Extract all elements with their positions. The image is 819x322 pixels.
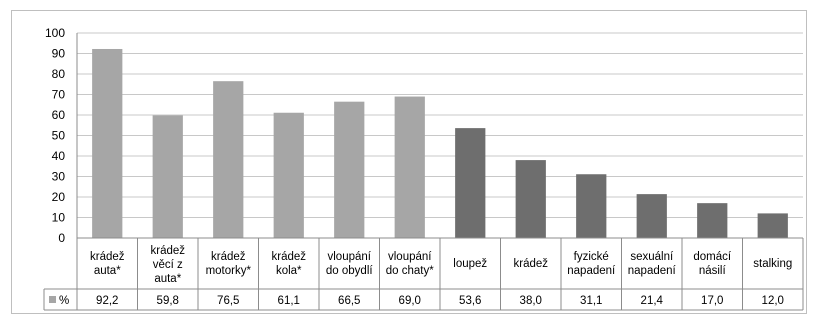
x-tick-label: vloupání (388, 251, 432, 263)
x-tick-label: domácí (693, 251, 732, 263)
bar (334, 101, 365, 238)
x-tick-label: krádež (271, 251, 306, 263)
y-tick-label: 100 (45, 26, 65, 40)
y-tick-label: 10 (52, 211, 66, 225)
y-tick-label: 20 (52, 190, 66, 204)
bar (394, 96, 425, 238)
data-label: 59,8 (157, 295, 179, 307)
x-tick-label: do chaty* (386, 265, 434, 277)
data-label: 66,5 (338, 295, 360, 307)
y-tick-label: 70 (52, 88, 66, 102)
data-label: 76,5 (217, 295, 239, 307)
data-label: 38,0 (520, 295, 542, 307)
y-tick-label: 80 (52, 67, 66, 81)
x-tick-label: motorky* (206, 265, 252, 277)
x-tick-label: napadení (567, 265, 616, 277)
y-tick-label: 30 (52, 170, 66, 184)
bar (213, 81, 244, 238)
x-tick-label: krádež (150, 245, 185, 257)
x-tick-label: vloupání (328, 251, 372, 263)
x-tick-label: krádež (513, 258, 548, 270)
x-tick-label: násilí (699, 265, 727, 277)
y-tick-label: 50 (52, 129, 66, 143)
y-tick-label: 90 (52, 47, 66, 61)
bar (455, 128, 486, 238)
x-tick-label: do obydlí (326, 265, 373, 277)
x-tick-label: loupež (453, 258, 487, 270)
x-tick-label: auta* (154, 273, 181, 285)
x-tick-label: krádež (90, 251, 125, 263)
bar (152, 115, 183, 238)
bar (515, 160, 546, 238)
data-label: 69,0 (399, 295, 421, 307)
data-label: 61,1 (278, 295, 300, 307)
data-label: 21,4 (641, 295, 664, 307)
bar (273, 112, 304, 238)
data-label: 17,0 (701, 295, 723, 307)
x-tick-label: krádež (211, 251, 246, 263)
data-label: 12,0 (762, 295, 784, 307)
bar (697, 203, 728, 238)
x-tick-label: fyzické (574, 251, 609, 263)
x-tick-label: stalking (753, 258, 792, 270)
bar (92, 48, 123, 238)
x-tick-label: věcí z (153, 259, 183, 271)
bar (636, 194, 667, 238)
bar (576, 174, 607, 238)
y-tick-label: 60 (52, 108, 66, 122)
bar (757, 213, 788, 238)
y-tick-label: 40 (52, 149, 66, 163)
x-tick-label: auta* (94, 265, 121, 277)
data-label: 31,1 (580, 295, 602, 307)
legend-label: % (59, 295, 69, 307)
x-tick-label: kola* (276, 265, 302, 277)
y-tick-label: 0 (58, 231, 65, 245)
x-tick-label: sexuální (630, 251, 674, 263)
data-label: 53,6 (459, 295, 481, 307)
legend-marker (49, 296, 56, 303)
x-tick-label: napadení (628, 265, 677, 277)
data-label: 92,2 (96, 295, 118, 307)
